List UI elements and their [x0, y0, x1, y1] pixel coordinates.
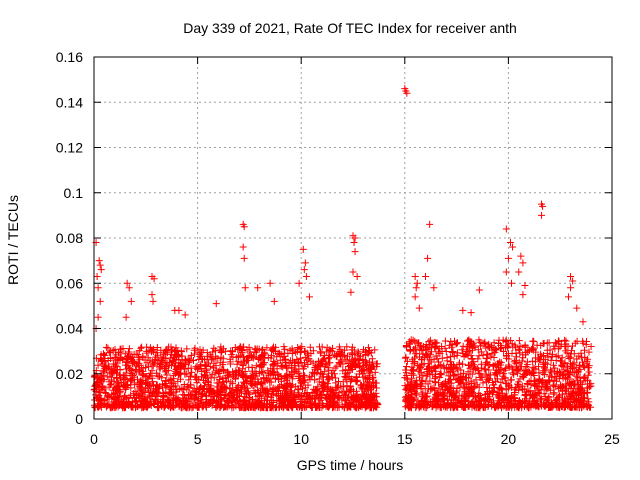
data-point: [411, 293, 419, 301]
data-point: [349, 268, 357, 276]
data-point: [508, 279, 516, 287]
y-tick-label: 0.14: [56, 94, 83, 110]
data-point: [353, 272, 361, 280]
data-point: [515, 268, 523, 276]
data-point: [538, 211, 546, 219]
data-point: [403, 89, 411, 97]
data-point: [254, 284, 262, 292]
data-point: [97, 266, 105, 274]
data-point: [93, 272, 101, 280]
data-point: [539, 202, 547, 210]
y-tick-label: 0.04: [56, 321, 83, 337]
data-point: [475, 286, 483, 294]
data-point: [94, 313, 102, 321]
data-point: [569, 277, 577, 285]
data-point: [415, 304, 423, 312]
x-tick-label: 5: [194, 431, 202, 447]
data-point: [94, 284, 102, 292]
data-point: [127, 297, 135, 305]
data-point: [301, 259, 309, 267]
y-tick-label: 0.1: [64, 185, 84, 201]
data-point: [181, 311, 189, 319]
y-axis-label: ROTI / TECUs: [5, 195, 21, 285]
data-point: [426, 220, 434, 228]
data-point: [517, 252, 525, 260]
y-tick-label: 0.08: [56, 230, 83, 246]
data-point: [239, 243, 247, 251]
x-tick-label: 15: [397, 431, 413, 447]
data-point: [95, 257, 103, 265]
data-point: [519, 259, 527, 267]
data-point: [150, 275, 158, 283]
data-point: [519, 291, 527, 299]
axis-ticks: 0 0.02 0.04 0.06 0.08 0.1 0.12 0.14 0.16 0 5 10 15 20…: [56, 49, 620, 447]
data-point: [240, 223, 248, 231]
data-point: [347, 288, 355, 296]
data-point-band: [401, 336, 595, 412]
data-point: [300, 266, 308, 274]
data-point: [567, 284, 575, 292]
data-point: [579, 318, 587, 326]
data-point: [270, 297, 278, 305]
data-point: [351, 234, 359, 242]
data-point: [350, 239, 358, 247]
data-point: [122, 313, 130, 321]
data-point: [299, 245, 307, 253]
data-point: [459, 306, 467, 314]
data-point: [212, 300, 220, 308]
y-tick-label: 0: [75, 411, 83, 427]
data-point: [504, 254, 512, 262]
y-tick-label: 0.02: [56, 366, 83, 382]
data-point: [467, 309, 475, 317]
data-point: [148, 291, 156, 299]
data-point: [241, 284, 249, 292]
y-tick-label: 0.16: [56, 49, 83, 65]
data-point: [175, 306, 183, 314]
data-point: [149, 297, 157, 305]
data-point: [424, 254, 432, 262]
data-point: [412, 284, 420, 292]
x-tick-label: 25: [604, 431, 620, 447]
data-point: [240, 254, 248, 262]
x-axis-label: GPS time / hours: [297, 457, 404, 473]
data-point: [411, 272, 419, 280]
data-point: [266, 279, 274, 287]
data-point: [302, 272, 310, 280]
data-point: [430, 284, 438, 292]
data-point: [305, 293, 313, 301]
data-point: [506, 239, 514, 247]
data-point: [573, 304, 581, 312]
chart-title: Day 339 of 2021, Rate Of TEC Index for r…: [183, 20, 517, 36]
data-point-band: [90, 343, 382, 412]
x-tick-label: 0: [90, 431, 98, 447]
data-point: [521, 282, 529, 290]
data-point: [502, 225, 510, 233]
data-point: [96, 261, 104, 269]
data-point: [564, 293, 572, 301]
data-point: [295, 279, 303, 287]
data-point: [351, 248, 359, 256]
y-tick-label: 0.06: [56, 275, 83, 291]
data-points: [90, 85, 595, 412]
data-point: [125, 284, 133, 292]
data-point: [422, 272, 430, 280]
data-point: [567, 272, 575, 280]
y-tick-label: 0.12: [56, 140, 83, 156]
data-point: [509, 243, 517, 251]
x-tick-label: 10: [293, 431, 309, 447]
data-point: [502, 268, 510, 276]
data-point: [123, 279, 131, 287]
x-tick-label: 20: [501, 431, 517, 447]
data-point: [96, 297, 104, 305]
data-point: [413, 279, 421, 287]
